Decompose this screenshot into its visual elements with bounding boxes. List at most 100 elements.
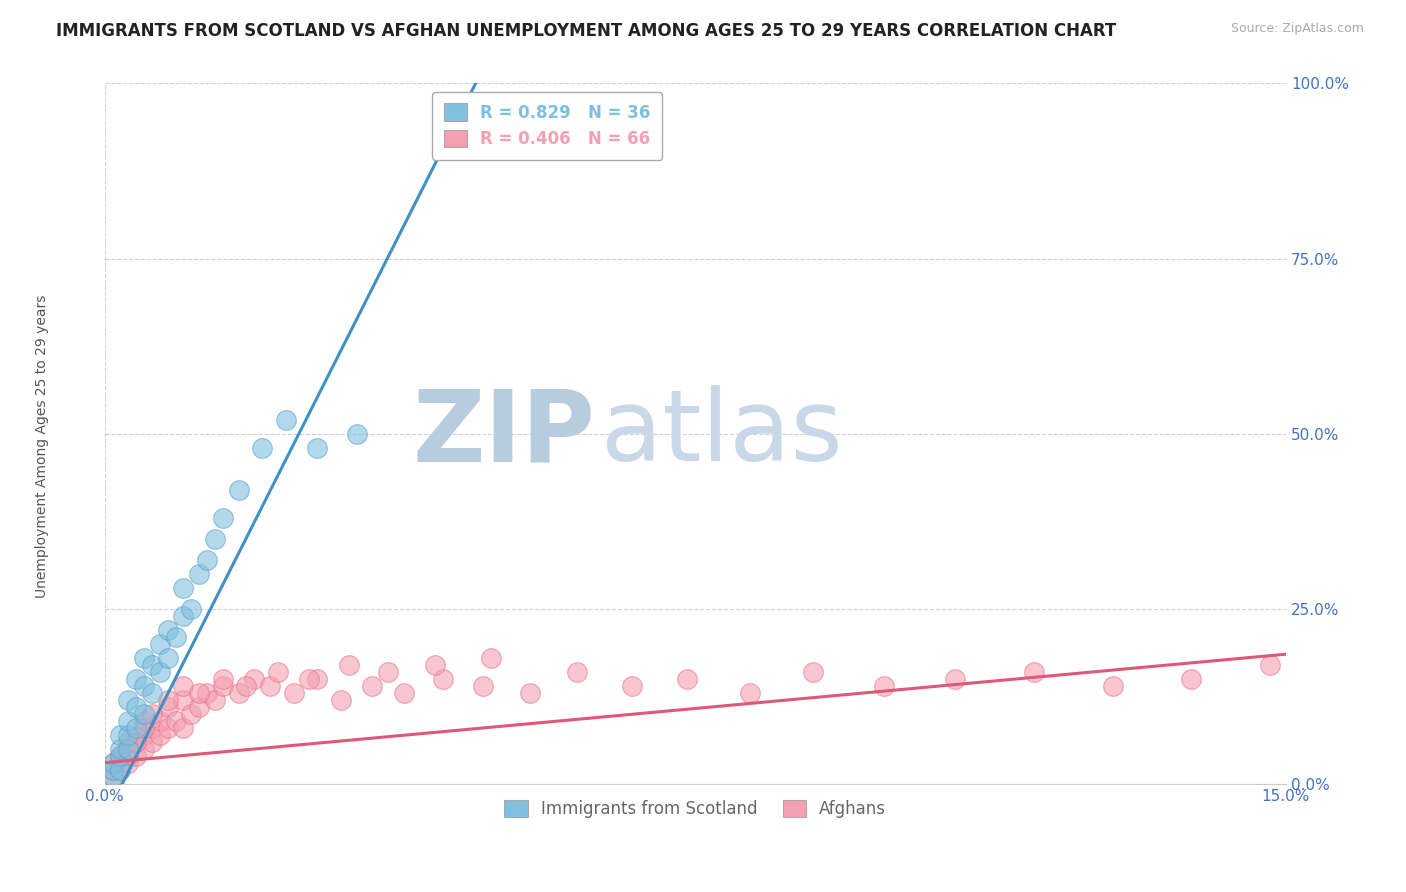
Point (471, 679, 494, 693)
Point (110, 763, 132, 777)
Point (204, 532, 226, 546)
Point (172, 721, 194, 735)
Point (165, 714, 187, 728)
Point (117, 728, 139, 742)
Point (110, 748, 132, 763)
Point (283, 686, 305, 700)
Point (740, 686, 762, 700)
Point (117, 748, 139, 763)
Point (243, 672, 266, 686)
Point (1258, 657, 1281, 672)
Point (156, 699, 179, 714)
Point (132, 721, 155, 735)
Point (211, 672, 233, 686)
Point (337, 657, 360, 672)
Point (110, 763, 132, 777)
Point (519, 686, 541, 700)
Point (117, 741, 139, 756)
Point (188, 686, 211, 700)
Point (329, 692, 352, 706)
Point (156, 623, 179, 637)
Point (803, 665, 825, 679)
Point (141, 721, 163, 735)
Point (125, 735, 148, 749)
Point (621, 679, 644, 693)
Point (110, 756, 132, 770)
Point (432, 672, 454, 686)
Point (195, 552, 218, 566)
Point (101, 770, 124, 784)
Point (346, 426, 368, 441)
Text: Unemployment Among Ages 25 to 29 years: Unemployment Among Ages 25 to 29 years (35, 294, 49, 598)
Point (180, 601, 202, 615)
Point (125, 699, 148, 714)
Point (132, 706, 155, 721)
Point (101, 756, 124, 770)
Point (125, 748, 148, 763)
Point (259, 679, 281, 693)
Point (1101, 679, 1123, 693)
Point (141, 686, 163, 700)
Point (188, 566, 211, 581)
Point (132, 679, 155, 693)
Point (479, 650, 502, 665)
Legend: Immigrants from Scotland, Afghans: Immigrants from Scotland, Afghans (498, 793, 893, 824)
Point (392, 686, 415, 700)
Point (117, 756, 139, 770)
Point (156, 721, 179, 735)
Point (149, 728, 172, 742)
Point (180, 706, 202, 721)
Text: IMMIGRANTS FROM SCOTLAND VS AFGHAN UNEMPLOYMENT AMONG AGES 25 TO 29 YEARS CORREL: IMMIGRANTS FROM SCOTLAND VS AFGHAN UNEMP… (56, 22, 1116, 40)
Point (172, 679, 194, 693)
Point (141, 735, 163, 749)
Text: ZIP: ZIP (412, 385, 595, 482)
Point (101, 763, 124, 777)
Point (274, 412, 297, 426)
Point (110, 728, 132, 742)
Point (377, 665, 399, 679)
Point (141, 706, 163, 721)
Point (567, 665, 589, 679)
Point (204, 692, 226, 706)
Point (156, 692, 179, 706)
Point (172, 692, 194, 706)
Point (125, 721, 148, 735)
Point (172, 608, 194, 623)
Point (425, 657, 447, 672)
Point (101, 770, 124, 784)
Point (188, 699, 211, 714)
Point (132, 650, 155, 665)
Point (873, 679, 896, 693)
Point (211, 679, 233, 693)
Point (149, 637, 172, 651)
Point (125, 735, 148, 749)
Point (943, 672, 966, 686)
Point (250, 441, 273, 455)
Point (1022, 665, 1045, 679)
Point (235, 679, 257, 693)
Point (141, 657, 163, 672)
Point (132, 728, 155, 742)
Point (117, 735, 139, 749)
Point (149, 714, 172, 728)
Point (149, 665, 172, 679)
Point (156, 650, 179, 665)
Point (132, 741, 155, 756)
Point (110, 748, 132, 763)
Text: atlas: atlas (600, 385, 842, 482)
Point (676, 672, 699, 686)
Point (228, 686, 250, 700)
Point (101, 756, 124, 770)
Point (211, 510, 233, 524)
Point (307, 672, 329, 686)
Point (228, 483, 250, 497)
Point (361, 679, 384, 693)
Point (117, 692, 139, 706)
Point (307, 441, 329, 455)
Point (125, 672, 148, 686)
Point (132, 714, 155, 728)
Point (298, 672, 321, 686)
Point (101, 763, 124, 777)
Point (117, 714, 139, 728)
Point (1180, 672, 1202, 686)
